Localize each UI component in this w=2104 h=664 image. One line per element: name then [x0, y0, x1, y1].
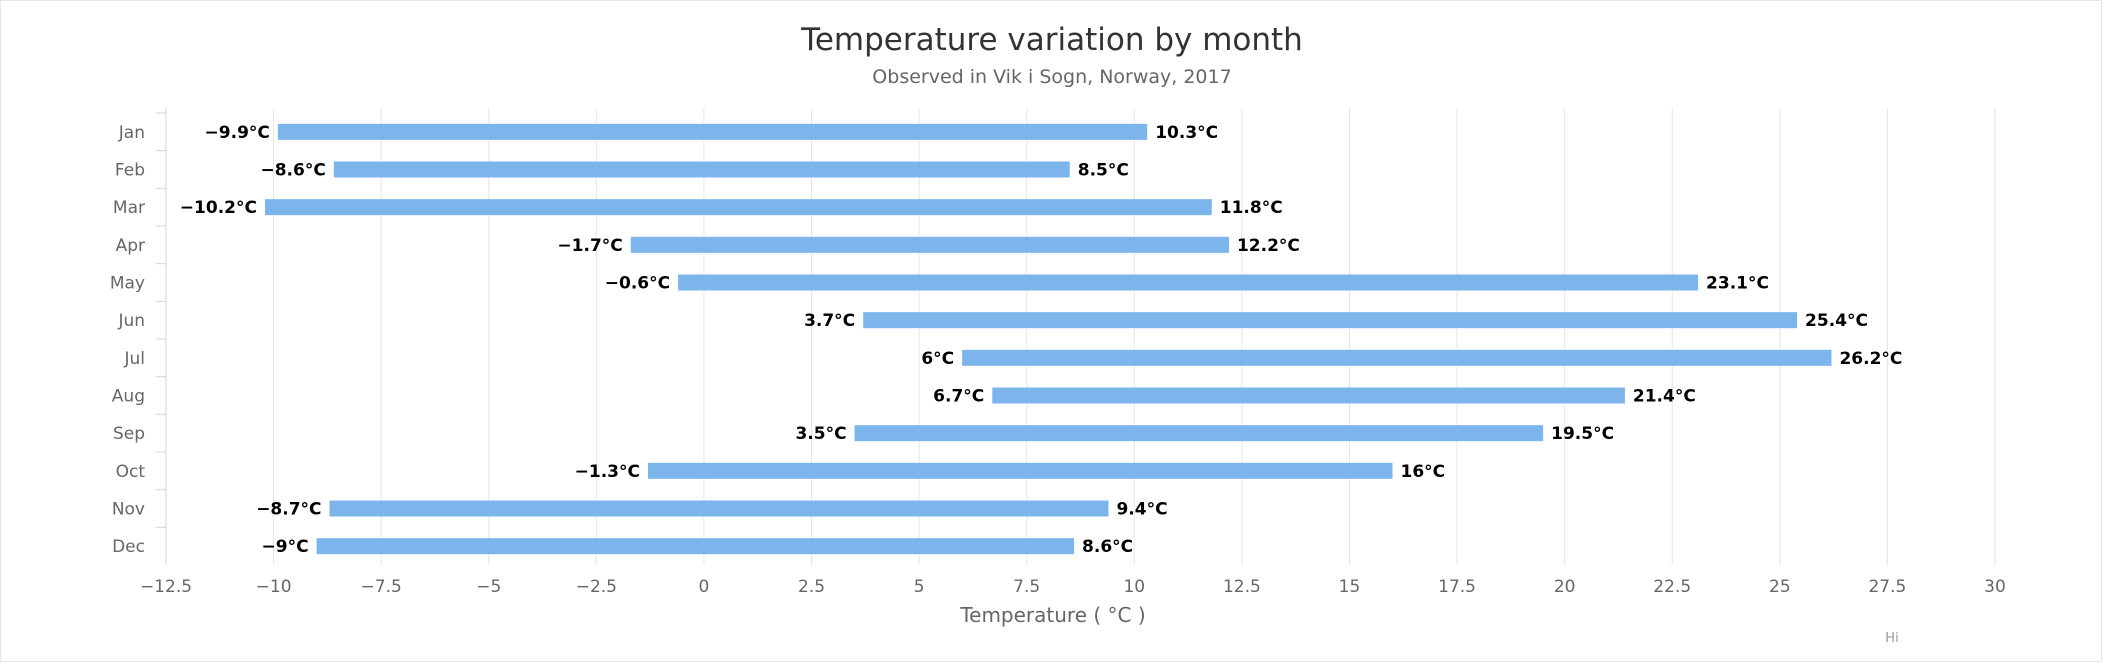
chart-credit[interactable]: Hi [1885, 631, 1898, 646]
data-labels: −9.9°C 10.3°C −8.6°C 8.5°C −10.2°C 11.8°C −1.7… [180, 123, 1903, 557]
range-bar-oct[interactable] [647, 462, 1393, 479]
low-data-label: −0.6°C [605, 274, 670, 294]
x-axis-label: Temperature ( °C ) [959, 603, 1145, 627]
range-bar-feb[interactable] [333, 161, 1070, 178]
low-data-label: −9°C [262, 537, 309, 557]
low-data-label: −10.2°C [180, 198, 257, 218]
low-data-label: 3.5°C [795, 424, 846, 444]
y-tick-label: Jan [118, 123, 145, 143]
high-data-label: 26.2°C [1839, 349, 1902, 369]
range-bar-jul[interactable] [962, 349, 1832, 366]
y-tick-label: Aug [112, 387, 145, 407]
x-tick-label: −5 [476, 577, 501, 597]
bars [264, 123, 1832, 555]
low-data-label: −8.7°C [256, 500, 321, 520]
high-data-label: 19.5°C [1551, 424, 1614, 444]
x-tick-label: 25 [1769, 577, 1791, 597]
x-tick-label: 5 [914, 577, 925, 597]
high-data-label: 12.2°C [1237, 236, 1300, 256]
y-tick-label: Sep [113, 424, 145, 444]
range-bar-nov[interactable] [329, 500, 1109, 517]
range-bar-apr[interactable] [630, 236, 1229, 253]
y-tick-label: Apr [116, 236, 145, 256]
x-tick-labels: −12.5 −10 −7.5 −5 −2.5 0 2.5 5 7.5 10 12.5 15 17.5 20… [140, 577, 2006, 597]
low-data-label: 6.7°C [933, 387, 984, 407]
high-data-label: 25.4°C [1805, 311, 1868, 331]
x-tick-label: 0 [699, 577, 710, 597]
y-tick-label: Feb [115, 161, 145, 181]
low-data-label: −1.3°C [575, 462, 640, 482]
x-tick-label: 27.5 [1868, 577, 1906, 597]
low-data-label: −9.9°C [205, 123, 270, 143]
x-tick-label: 30 [1984, 577, 2006, 597]
y-tick-label: Dec [112, 537, 145, 557]
range-bar-mar[interactable] [264, 199, 1212, 216]
y-tick-label: Oct [116, 462, 146, 482]
y-tick-labels: Jan Feb Mar Apr May Jun Jul Aug Sep Oct Nov Dec [110, 123, 145, 557]
high-data-label: 8.6°C [1082, 537, 1133, 557]
range-bar-may[interactable] [678, 274, 1699, 291]
low-data-label: −1.7°C [557, 236, 622, 256]
x-tick-label: 10 [1123, 577, 1145, 597]
x-tick-label: −7.5 [361, 577, 402, 597]
x-tick-label: 22.5 [1653, 577, 1691, 597]
x-tick-label: 15 [1339, 577, 1361, 597]
x-tick-label: 12.5 [1223, 577, 1261, 597]
chart-subtitle: Observed in Vik i Sogn, Norway, 2017 [872, 66, 1231, 88]
high-data-label: 11.8°C [1220, 198, 1283, 218]
range-bar-sep[interactable] [854, 425, 1544, 442]
range-bar-jan[interactable] [277, 123, 1148, 140]
high-data-label: 23.1°C [1706, 274, 1769, 294]
high-data-label: 16°C [1401, 462, 1446, 482]
y-tick-label: May [110, 274, 145, 294]
x-tick-label: 17.5 [1438, 577, 1476, 597]
low-data-label: 6°C [921, 349, 954, 369]
y-tick-label: Jul [123, 349, 145, 369]
chart-title: Temperature variation by month [800, 22, 1303, 58]
low-data-label: −8.6°C [260, 161, 325, 181]
high-data-label: 9.4°C [1116, 500, 1167, 520]
y-tick-label: Nov [112, 500, 145, 520]
x-tick-label: −10 [256, 577, 292, 597]
axes [156, 108, 167, 565]
y-tick-label: Mar [113, 198, 145, 218]
y-tick-label: Jun [117, 311, 145, 331]
x-tick-label: 2.5 [798, 577, 825, 597]
x-tick-label: 20 [1554, 577, 1576, 597]
high-data-label: 10.3°C [1155, 123, 1218, 143]
x-tick-label: 7.5 [1013, 577, 1040, 597]
low-data-label: 3.7°C [804, 311, 855, 331]
range-bar-aug[interactable] [992, 387, 1625, 404]
range-bar-dec[interactable] [316, 538, 1075, 555]
high-data-label: 21.4°C [1633, 387, 1696, 407]
x-tick-label: −12.5 [140, 577, 192, 597]
x-tick-label: −2.5 [576, 577, 617, 597]
high-data-label: 8.5°C [1078, 161, 1129, 181]
range-bar-jun[interactable] [863, 312, 1798, 329]
